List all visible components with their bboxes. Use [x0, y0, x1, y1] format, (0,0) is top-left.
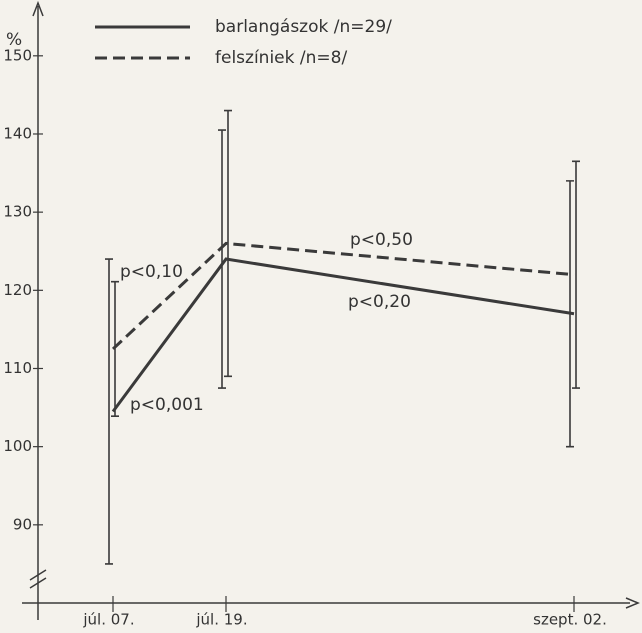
annotation: p<0,10: [120, 262, 183, 282]
y-tick-label: 120: [3, 281, 32, 299]
annotation: p<0,001: [130, 395, 204, 415]
error-bar: [572, 160, 580, 389]
annotation: p<0,20: [348, 292, 411, 312]
y-axis-label: %: [6, 30, 22, 50]
x-tick-label: szept. 02.: [533, 611, 607, 629]
error-bar: [566, 180, 574, 448]
x-tick-label: júl. 07.: [82, 611, 134, 629]
legend-label: felszíniek /n=8/: [215, 48, 347, 68]
y-arrow: [32, 0, 44, 17]
legend-label: barlangászok /n=29/: [215, 17, 392, 37]
error-bar: [105, 258, 113, 565]
error-bar: [218, 129, 226, 389]
y-tick-label: 110: [3, 359, 32, 377]
axis-break: [29, 569, 47, 589]
y-tick-label: 100: [3, 437, 32, 455]
x-tick-label: júl. 19.: [195, 611, 247, 629]
series-line: [111, 241, 575, 351]
x-arrow: [625, 597, 640, 609]
y-tick-label: 140: [3, 124, 32, 142]
error-bar: [224, 109, 232, 378]
series-line: [111, 257, 575, 413]
y-tick-label: 90: [13, 515, 32, 533]
y-tick-label: 150: [3, 46, 32, 64]
error-bar: [111, 280, 119, 417]
annotation: p<0,50: [350, 230, 413, 250]
y-tick-label: 130: [3, 203, 32, 221]
